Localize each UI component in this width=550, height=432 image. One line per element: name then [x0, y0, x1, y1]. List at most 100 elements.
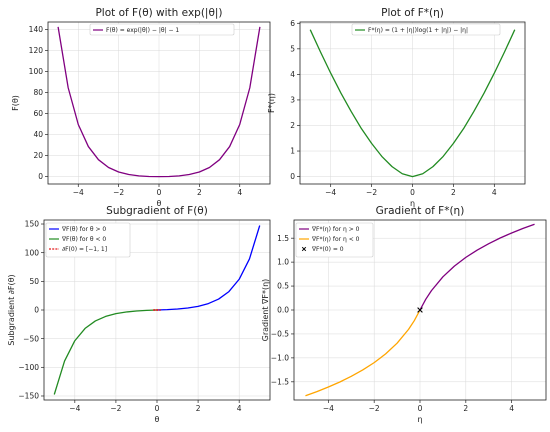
- x-axis-label: θ: [157, 199, 162, 208]
- legend-label: F*(η) = (1 + |η|)log(1 + |η|) − |η|: [368, 27, 468, 34]
- y-tick-label: 1.0: [277, 258, 289, 267]
- marker-point: [417, 307, 423, 313]
- legend-box: [351, 23, 501, 36]
- chart-title: Subgradient of F(θ): [106, 205, 208, 217]
- series-line: [309, 29, 516, 178]
- series-group: [305, 223, 535, 397]
- y-tick-label: 120: [29, 46, 44, 55]
- legend-label: ∇F(θ) for θ < 0: [61, 236, 106, 243]
- x-tick-label: −2: [369, 404, 380, 413]
- y-tick-label: 40: [33, 130, 43, 139]
- y-axis-label: F(θ): [11, 95, 20, 111]
- plot-frame: [43, 219, 271, 401]
- x-tick-label: −2: [366, 188, 377, 197]
- x-tick-label: −4: [325, 188, 336, 197]
- y-tick-label: −1.5: [271, 377, 289, 386]
- legend-label: ∇F*(0) = 0: [311, 246, 344, 253]
- y-axis-label: F*(η): [267, 93, 276, 113]
- legend: F(θ) = exp(|θ|) − |θ| − 1: [89, 23, 235, 36]
- plot-frame: [293, 219, 547, 401]
- y-tick-label: −1.0: [271, 353, 289, 362]
- chart-title: Plot of F*(η): [381, 7, 444, 19]
- series-group: [57, 26, 261, 178]
- legend-box: [89, 23, 235, 36]
- y-tick-label: −150: [18, 392, 39, 401]
- y-tick-label: 0.0: [277, 306, 289, 315]
- x-tick-label: 0: [410, 188, 415, 197]
- y-tick-label: 4: [290, 70, 295, 79]
- legend-label: ∇F(θ) for θ > 0: [61, 226, 106, 233]
- y-tick-label: 5: [290, 44, 295, 53]
- series-line: [419, 223, 535, 311]
- series-group: [309, 29, 516, 178]
- y-tick-label: 100: [29, 67, 44, 76]
- legend-label: ∂F(0) = [−1, 1]: [62, 246, 107, 253]
- legend-box: [295, 222, 374, 258]
- x-tick-label: 4: [492, 188, 497, 197]
- y-tick-label: 60: [33, 109, 43, 118]
- series-line: [53, 309, 158, 395]
- y-tick-label: 1.5: [277, 234, 289, 243]
- x-tick-label: −4: [69, 404, 80, 413]
- plot-frame: [299, 21, 526, 185]
- x-tick-label: −2: [110, 404, 121, 413]
- subplot-3: −4 −2 0 2 4 −150 −100 −50 0 50 100 150 Subgradient o…: [7, 205, 271, 424]
- y-tick-label: 0: [38, 172, 43, 181]
- y-tick-label: 100: [25, 248, 40, 257]
- x-tick-label: 2: [451, 188, 456, 197]
- x-axis-label: θ: [155, 415, 160, 424]
- subplot-2: −4 −2 0 2 4 0 1 2 3 4 5 6 Plot of F*(η) η F*(η) F*(η) =…: [267, 7, 526, 208]
- y-tick-label: 3: [290, 96, 295, 105]
- y-tick-label: 1: [290, 147, 295, 156]
- subplot-4: −4 −2 0 2 4 −1.5 −1.0 −0.5 0.0 0.5 1.0 1.5 Gradient …: [261, 205, 547, 424]
- chart-title: Plot of F(θ) with exp(|θ|): [95, 7, 222, 19]
- y-tick-label: −100: [18, 363, 39, 372]
- x-tick-label: 2: [463, 404, 468, 413]
- legend: ∇F*(η) for η > 0 ∇F*(η) for η < 0 ∇F*(0) =…: [295, 222, 374, 258]
- legend-label: F(θ) = exp(|θ|) − |θ| − 1: [106, 27, 179, 34]
- legend-label: ∇F*(η) for η > 0: [311, 226, 360, 233]
- y-tick-label: 150: [25, 220, 40, 229]
- marker-stroke: [417, 307, 423, 313]
- y-tick-label: 0: [290, 172, 295, 181]
- x-tick-label: 4: [509, 404, 514, 413]
- x-tick-label: 0: [418, 404, 423, 413]
- x-tick-label: 2: [197, 188, 202, 197]
- y-tick-label: 20: [33, 151, 43, 160]
- plot-frame: [47, 21, 271, 185]
- x-tick-label: 0: [155, 404, 160, 413]
- legend: F*(η) = (1 + |η|)log(1 + |η|) − |η|: [351, 23, 501, 36]
- y-tick-label: −50: [23, 334, 39, 343]
- y-tick-label: 50: [29, 277, 39, 286]
- series-line: [57, 26, 261, 178]
- series-line: [305, 309, 421, 397]
- x-tick-label: 4: [237, 188, 242, 197]
- y-tick-label: 2: [290, 121, 295, 130]
- y-tick-label: 0: [34, 306, 39, 315]
- x-axis-label: η: [417, 415, 422, 424]
- series-group: [53, 225, 261, 395]
- chart-title: Gradient of F*(η): [376, 205, 465, 217]
- y-tick-label: 140: [29, 25, 44, 34]
- y-tick-label: 80: [33, 88, 43, 97]
- x-tick-label: 2: [196, 404, 201, 413]
- x-tick-label: −4: [73, 188, 84, 197]
- y-tick-label: 0.5: [277, 282, 289, 291]
- x-axis-label: η: [410, 199, 415, 208]
- legend-label: ∇F*(η) for η < 0: [311, 236, 360, 243]
- legend: ∇F(θ) for θ > 0 ∇F(θ) for θ < 0 ∂F(0) = [−…: [45, 222, 131, 258]
- legend-marker: [301, 246, 307, 252]
- series-line: [156, 225, 261, 311]
- y-tick-label: 6: [290, 19, 295, 28]
- y-axis-label: Gradient ∇F*(η): [261, 279, 270, 342]
- x-tick-label: 4: [237, 404, 242, 413]
- legend-box: [45, 222, 131, 258]
- x-tick-label: 0: [157, 188, 162, 197]
- x-tick-label: −2: [113, 188, 124, 197]
- y-tick-label: −0.5: [271, 330, 289, 339]
- x-tick-label: −4: [323, 404, 334, 413]
- y-axis-label: Subgradient ∂F(θ): [7, 274, 16, 345]
